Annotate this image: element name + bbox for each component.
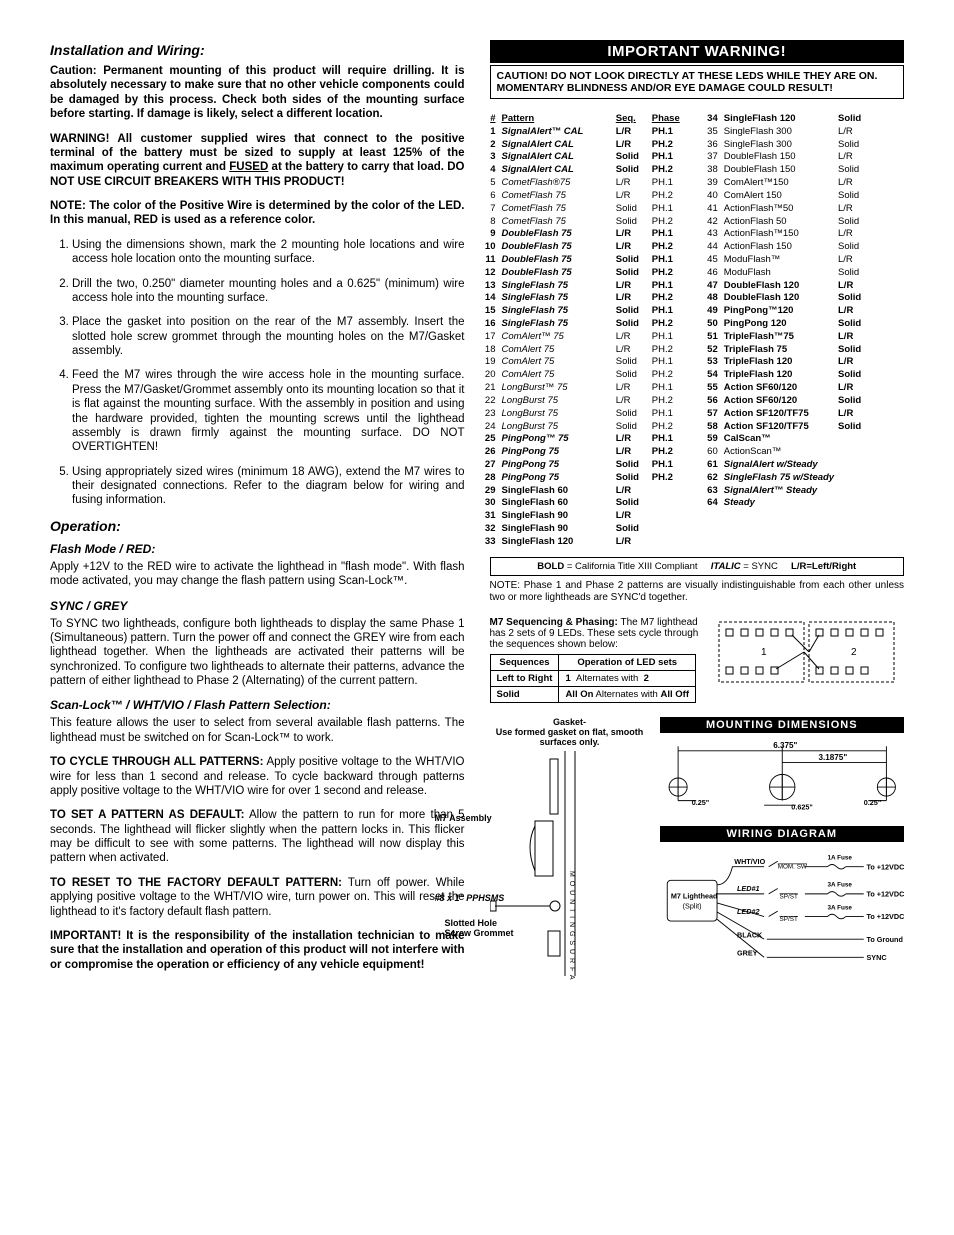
legend-box: BOLD = California Title XIII Compliant I… (490, 557, 905, 576)
pattern-col-1: #PatternSeq.Phase1SignalAlert™ CALL/RPH.… (478, 113, 682, 549)
svg-text:LED#1: LED#1 (736, 884, 759, 893)
scan-para: This feature allows the user to select f… (50, 716, 465, 745)
cycle-para: TO CYCLE THROUGH ALL PATTERNS: Apply pos… (50, 755, 465, 798)
step-1: Using the dimensions shown, mark the 2 m… (72, 238, 465, 267)
set-para: TO SET A PATTERN AS DEFAULT: Allow the p… (50, 808, 465, 866)
svg-text:To +12VDC: To +12VDC (866, 889, 904, 898)
heading-flash: Flash Mode / RED: (50, 542, 465, 556)
svg-text:SP/ST: SP/ST (779, 893, 797, 900)
warning-box: CAUTION! DO NOT LOOK DIRECTLY AT THESE L… (490, 65, 905, 99)
warning-banner: IMPORTANT WARNING! (490, 40, 905, 63)
svg-text:3.1875": 3.1875" (818, 753, 847, 762)
svg-text:3A Fuse: 3A Fuse (827, 881, 852, 888)
svg-text:MOM. SW: MOM. SW (777, 863, 806, 870)
caution-para: Caution: Permanent mounting of this prod… (50, 64, 465, 122)
pattern-table: #PatternSeq.Phase1SignalAlert™ CALL/RPH.… (478, 113, 905, 549)
svg-text:0.25": 0.25" (863, 798, 881, 807)
svg-text:BLACK: BLACK (736, 930, 762, 939)
heading-scanlock: Scan-Lock™ / WHT/VIO / Flash Pattern Sel… (50, 698, 465, 712)
svg-text:To +12VDC: To +12VDC (866, 862, 904, 871)
svg-text:WHT/VIO: WHT/VIO (734, 857, 765, 866)
svg-text:3A Fuse: 3A Fuse (827, 904, 852, 911)
mounting-dims-header: MOUNTING DIMENSIONS (660, 717, 905, 733)
pattern-col-2: 34SingleFlash 120Solid35SingleFlash 300L… (700, 113, 904, 549)
svg-text:M O U N T I N G S U R F A C E: M O U N T I N G S U R F A C E (568, 871, 575, 981)
svg-text:To Ground: To Ground (866, 935, 902, 944)
step-5: Using appropriately sized wires (minimum… (72, 465, 465, 508)
step-2: Drill the two, 0.250" diameter mounting … (72, 277, 465, 306)
wiring-diagram: M7 Lighthead (Split) WHT/VIO MOM. SW (660, 842, 905, 982)
install-steps: Using the dimensions shown, mark the 2 m… (50, 238, 465, 508)
sequence-table: SequencesOperation of LED sets Left to R… (490, 654, 696, 703)
svg-text:M7 Lighthead: M7 Lighthead (670, 891, 717, 900)
svg-text:To +12VDC: To +12VDC (866, 912, 904, 921)
step-3: Place the gasket into position on the re… (72, 315, 465, 358)
left-column: Installation and Wiring: Caution: Perman… (50, 40, 465, 1023)
sequencing-area: M7 Sequencing & Phasing: The M7 lighthea… (490, 617, 905, 703)
svg-text:1: 1 (761, 647, 767, 658)
heading-operation: Operation: (50, 518, 465, 534)
svg-text:1A Fuse: 1A Fuse (827, 854, 852, 861)
phase-note: NOTE: Phase 1 and Phase 2 patterns are v… (490, 580, 905, 605)
svg-text:SP/ST: SP/ST (779, 916, 797, 923)
mounting-dims-diagram: 6.375" 3.1875" 0.25" 0.625" 0.25" (660, 733, 905, 823)
wiring-diagram-header: WIRING DIAGRAM (660, 826, 905, 842)
important-para: IMPORTANT! It is the responsibility of t… (50, 929, 465, 972)
svg-text:GREY: GREY (736, 948, 757, 957)
svg-text:LED#2: LED#2 (736, 906, 759, 915)
right-column: IMPORTANT WARNING! CAUTION! DO NOT LOOK … (490, 40, 905, 1023)
svg-text:6.375": 6.375" (773, 741, 797, 750)
sync-para: To SYNC two lightheads, configure both l… (50, 617, 465, 689)
svg-text:0.625": 0.625" (791, 802, 813, 811)
diagram-row: Gasket- Use formed gasket on flat, smoot… (490, 717, 905, 1023)
flash-para: Apply +12V to the RED wire to activate t… (50, 560, 465, 589)
heading-sync: SYNC / GREY (50, 599, 465, 613)
svg-text:SYNC: SYNC (866, 953, 887, 962)
heading-install: Installation and Wiring: (50, 42, 465, 58)
step-4: Feed the M7 wires through the wire acces… (72, 368, 465, 454)
reset-para: TO RESET TO THE FACTORY DEFAULT PATTERN:… (50, 876, 465, 919)
warning-para: WARNING! All customer supplied wires tha… (50, 132, 465, 190)
led-diagram: 1 2 (714, 617, 904, 687)
note-para: NOTE: The color of the Positive Wire is … (50, 199, 465, 228)
svg-text:(Split): (Split) (682, 901, 701, 910)
assembly-diagram: Gasket- Use formed gasket on flat, smoot… (490, 717, 650, 1023)
svg-text:0.25": 0.25" (691, 798, 709, 807)
svg-text:2: 2 (851, 647, 857, 658)
